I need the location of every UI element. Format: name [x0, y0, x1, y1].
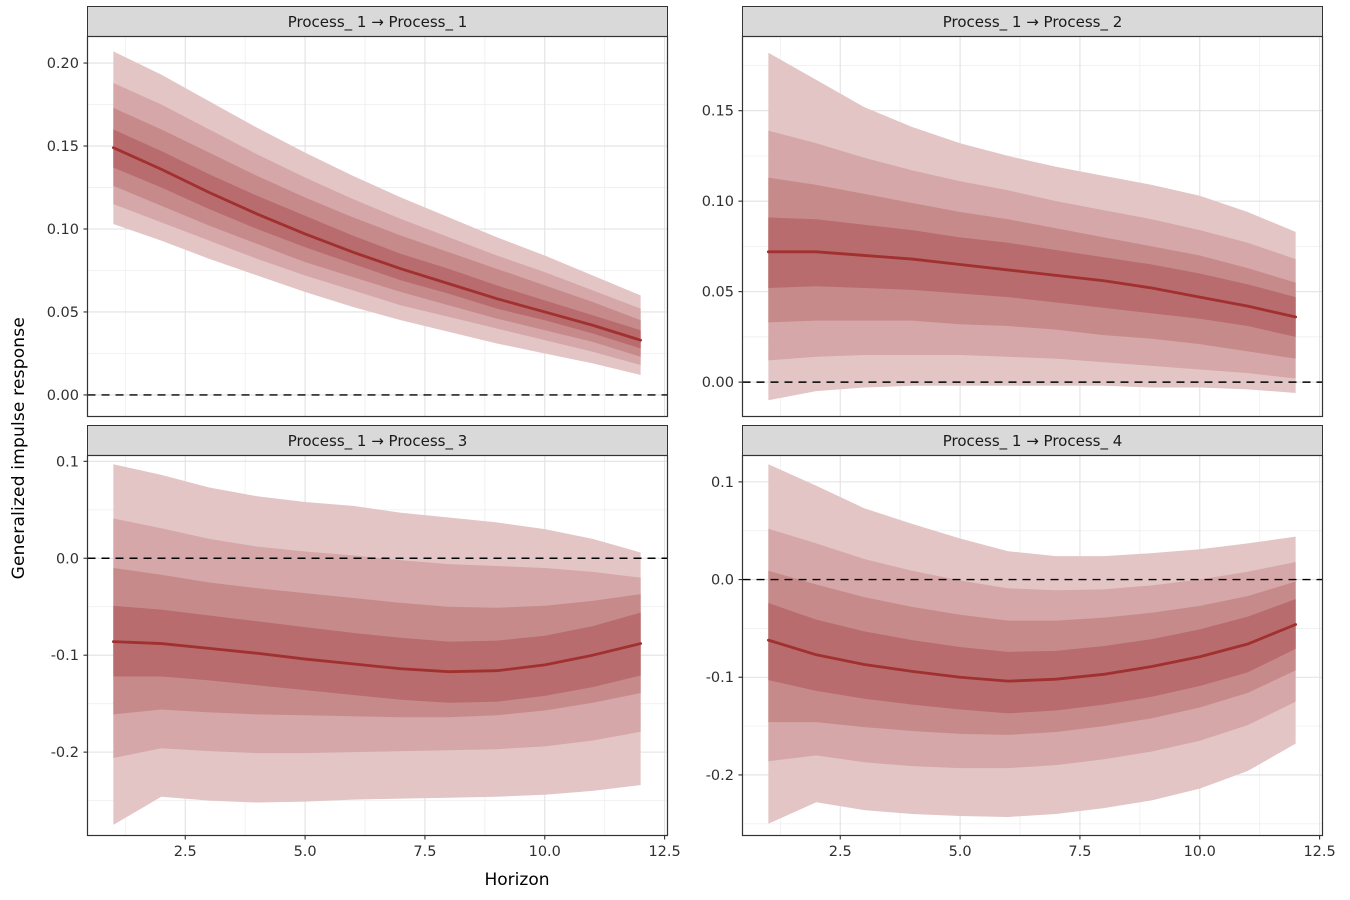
median-line	[766, 250, 1298, 319]
x-tick-label: 7.5	[1068, 844, 1091, 860]
facet-panel: -0.2 -0.1 0.0 0.1 2.5 5.0 7.5 10.0 12.5	[32, 454, 681, 862]
facet-chart: 0.00 0.05 0.10 0.15 0.20	[47, 35, 669, 418]
facet-panel: -0.2 -0.1 0.0 0.1 2.5 5.0 7.5 10.0 12.5	[687, 454, 1336, 862]
y-tick-label: 0.1	[711, 475, 734, 491]
facet-strip: Process_ 1 → Process_ 2	[742, 6, 1323, 36]
x-tick-label: 10.0	[529, 844, 561, 860]
panel-border	[86, 454, 669, 837]
facet-panel: 0.00 0.05 0.10 0.15 0.20	[32, 35, 677, 418]
facet-strip: Process_ 1 → Process_ 3	[87, 425, 668, 455]
y-tick-label: -0.2	[706, 768, 734, 784]
y-tick-label: 0.15	[702, 104, 734, 120]
facet-strip-label: Process_ 1 → Process_ 4	[942, 431, 1123, 450]
y-axis-title: Generalized impulse response	[6, 6, 32, 890]
x-tick-label: 5.0	[949, 844, 972, 860]
median-line	[766, 623, 1298, 683]
x-tick-label: 7.5	[413, 844, 436, 860]
facet-strip-label: Process_ 1 → Process_ 3	[287, 431, 468, 450]
x-tick-label: 5.0	[294, 844, 317, 860]
y-tick-label: 0.0	[711, 573, 734, 589]
facet-process1-to-process2: Process_ 1 → Process_ 2 0.00 0.05 0.10 0.15	[687, 6, 1332, 418]
y-tick-label: -0.1	[51, 648, 79, 664]
facet-process1-to-process3: Process_ 1 → Process_ 3 -0.2 -0.1 0.0 0.1 2.…	[32, 425, 681, 862]
facet-strip: Process_ 1 → Process_ 4	[742, 425, 1323, 455]
facet-strip-label: Process_ 1 → Process_ 2	[942, 12, 1123, 31]
median-line	[111, 640, 643, 674]
facet-chart: -0.2 -0.1 0.0 0.1 2.5 5.0 7.5 10.0 12.5	[51, 454, 681, 860]
y-tick-label: 0.15	[47, 139, 79, 155]
confidence-band-inner	[113, 129, 641, 349]
y-tick-label: 0.00	[47, 388, 79, 404]
x-axis-title-text: Horizon	[484, 870, 550, 890]
panel-border	[741, 454, 1324, 837]
confidence-band-inner	[768, 217, 1296, 337]
y-tick-label: 0.05	[47, 305, 79, 321]
y-tick-label: 0.1	[56, 454, 79, 470]
facet-strip: Process_ 1 → Process_ 1	[87, 6, 668, 36]
x-tick-label: 12.5	[1303, 844, 1335, 860]
x-tick-label: 2.5	[174, 844, 197, 860]
y-tick-label: 0.10	[702, 194, 734, 210]
y-tick-label: -0.2	[51, 745, 79, 761]
y-axis-title-text: Generalized impulse response	[9, 316, 29, 580]
x-tick-label: 10.0	[1184, 844, 1216, 860]
facet-process1-to-process1: Process_ 1 → Process_ 1 0.00 0.05 0.10 0.15…	[32, 6, 677, 418]
facet-chart: -0.2 -0.1 0.0 0.1 2.5 5.0 7.5 10.0 12.5	[706, 454, 1336, 860]
y-tick-label: 0.05	[702, 285, 734, 301]
panel-border	[741, 35, 1324, 418]
y-tick-label: 0.00	[702, 375, 734, 391]
facet-strip-label: Process_ 1 → Process_ 1	[287, 12, 468, 31]
facet-grid: Process_ 1 → Process_ 1 0.00 0.05 0.10 0.15…	[32, 6, 1346, 890]
x-tick-label: 2.5	[829, 844, 852, 860]
facet-chart: 0.00 0.05 0.10 0.15	[702, 35, 1324, 418]
y-tick-label: 0.10	[47, 222, 79, 238]
x-tick-label: 12.5	[648, 844, 680, 860]
x-axis-title: Horizon	[32, 870, 1332, 890]
y-tick-label: 0.0	[56, 551, 79, 567]
y-tick-label: 0.20	[47, 56, 79, 72]
median-line	[111, 146, 643, 342]
facet-process1-to-process4: Process_ 1 → Process_ 4 -0.2 -0.1 0.0 0.1 2.…	[687, 425, 1336, 862]
panel-border	[86, 35, 669, 418]
confidence-band-inner	[113, 605, 641, 703]
y-tick-label: -0.1	[706, 670, 734, 686]
facet-panel: 0.00 0.05 0.10 0.15	[687, 35, 1332, 418]
confidence-band-inner	[768, 599, 1296, 714]
